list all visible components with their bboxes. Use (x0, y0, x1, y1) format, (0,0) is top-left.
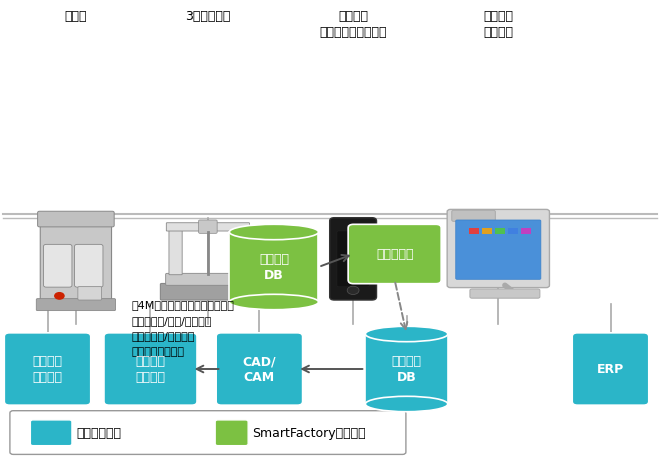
FancyBboxPatch shape (451, 211, 495, 222)
Text: 生産実績
DB: 生産実績 DB (259, 253, 289, 282)
Text: パス管理
システム: パス管理 システム (135, 355, 166, 384)
FancyBboxPatch shape (234, 230, 247, 275)
FancyBboxPatch shape (215, 420, 248, 446)
FancyBboxPatch shape (36, 299, 116, 311)
FancyBboxPatch shape (572, 333, 649, 405)
Text: 携帯端末
（スマートフォン）: 携帯端末 （スマートフォン） (319, 10, 387, 39)
FancyBboxPatch shape (495, 229, 505, 234)
FancyBboxPatch shape (366, 334, 447, 404)
FancyBboxPatch shape (482, 229, 492, 234)
FancyBboxPatch shape (30, 420, 72, 446)
Text: 現場電子
アンドン: 現場電子 アンドン (483, 10, 513, 39)
FancyBboxPatch shape (348, 225, 441, 284)
FancyBboxPatch shape (40, 219, 112, 303)
Text: 周辺システム: 周辺システム (76, 426, 121, 439)
FancyBboxPatch shape (44, 245, 72, 287)
Text: 分析ツール: 分析ツール (376, 248, 413, 261)
FancyBboxPatch shape (78, 287, 102, 300)
FancyBboxPatch shape (455, 220, 541, 280)
FancyBboxPatch shape (160, 284, 255, 300)
FancyBboxPatch shape (169, 230, 182, 275)
FancyBboxPatch shape (10, 411, 406, 454)
Text: ・4M（人・設備・材料・手順）
・設備設定/状態/アラーム
・設備点検/修理記録
・検査結果　など: ・4M（人・設備・材料・手順） ・設備設定/状態/アラーム ・設備点検/修理記録… (132, 299, 235, 356)
FancyBboxPatch shape (230, 233, 318, 302)
FancyBboxPatch shape (166, 274, 250, 285)
FancyBboxPatch shape (508, 229, 518, 234)
FancyBboxPatch shape (330, 218, 376, 300)
FancyBboxPatch shape (469, 229, 478, 234)
Circle shape (55, 293, 64, 299)
Text: 加工機: 加工機 (65, 10, 87, 23)
FancyBboxPatch shape (75, 245, 103, 287)
Text: CAD/
CAM: CAD/ CAM (243, 355, 276, 384)
FancyBboxPatch shape (4, 333, 91, 405)
Ellipse shape (365, 327, 447, 342)
Text: SmartFactoryシステム: SmartFactoryシステム (252, 426, 366, 439)
FancyBboxPatch shape (104, 333, 197, 405)
FancyBboxPatch shape (199, 220, 217, 234)
Text: 工具管理
システム: 工具管理 システム (32, 355, 63, 384)
Circle shape (347, 286, 359, 295)
Text: ERP: ERP (597, 363, 624, 375)
Text: 加工標準
DB: 加工標準 DB (391, 355, 422, 384)
FancyBboxPatch shape (216, 333, 302, 405)
FancyBboxPatch shape (470, 289, 540, 298)
Ellipse shape (230, 295, 318, 310)
FancyBboxPatch shape (38, 212, 114, 227)
FancyBboxPatch shape (337, 231, 370, 287)
Text: 3次元測定器: 3次元測定器 (185, 10, 230, 23)
Ellipse shape (365, 397, 447, 412)
FancyBboxPatch shape (521, 229, 531, 234)
FancyBboxPatch shape (166, 223, 249, 231)
Ellipse shape (230, 225, 318, 240)
FancyBboxPatch shape (447, 210, 549, 288)
